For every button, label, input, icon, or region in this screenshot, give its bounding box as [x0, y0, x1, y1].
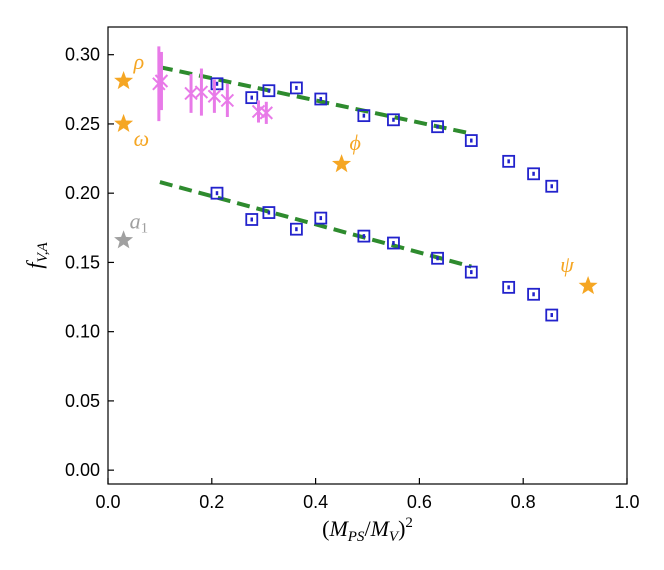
data-point-square	[527, 167, 540, 181]
annotation-label: a1	[130, 208, 149, 236]
annotation-label: ω	[134, 126, 150, 151]
annotation-label: ρ	[133, 49, 145, 74]
y-axis-label: fV,A	[22, 242, 51, 269]
data-point-square	[245, 91, 259, 105]
y-axis: 0.00 0.05 0.10 0.15 0.20 0.25 0.30	[65, 45, 114, 480]
x-tick-label: 0.0	[95, 492, 120, 512]
x-tick-label: 1.0	[614, 492, 639, 512]
annotation-label: ψ	[560, 252, 574, 277]
x-axis: 0.0 0.2 0.4 0.6 0.8 1.0	[95, 478, 640, 512]
data-point-square	[464, 265, 478, 279]
experiment-star	[332, 154, 352, 173]
data-point-square	[545, 308, 559, 322]
fit-line	[159, 65, 472, 136]
data-point-x	[259, 106, 274, 120]
data-point-square	[431, 251, 444, 265]
x-tick-label: 0.4	[303, 492, 328, 512]
data-point-square	[357, 109, 371, 123]
data-point-square	[210, 77, 224, 91]
experiment-star	[114, 113, 134, 132]
experiment-star	[578, 276, 598, 295]
data-point-square	[262, 84, 276, 98]
data-point-square	[289, 81, 303, 95]
data-point-square	[314, 92, 328, 106]
data-point-square	[464, 134, 478, 147]
plot-area: ρ ω ϕ ψ a1	[114, 46, 598, 322]
experiment-star	[114, 230, 134, 249]
annotation-label: ϕ	[350, 130, 361, 155]
data-point-square	[387, 236, 400, 250]
data-point-x	[220, 93, 235, 108]
data-point-square	[387, 113, 400, 127]
x-axis-label: (MPS/MV)2	[322, 515, 413, 545]
data-point-square	[262, 206, 276, 219]
x-tick-label: 0.8	[511, 492, 536, 512]
y-tick-label: 0.00	[65, 460, 100, 480]
y-tick-label: 0.25	[65, 114, 100, 134]
data-point-square	[545, 179, 559, 193]
data-point-square	[245, 213, 259, 226]
data-point-square	[357, 229, 371, 243]
data-point-x	[154, 74, 169, 88]
data-point-x	[194, 85, 209, 99]
data-point-square	[527, 287, 540, 301]
x-tick-label: 0.2	[199, 492, 224, 512]
plot-frame	[107, 26, 628, 485]
y-tick-label: 0.20	[65, 183, 100, 203]
experiment-star	[114, 71, 134, 90]
y-tick-label: 0.15	[65, 252, 100, 272]
data-point-square	[210, 186, 224, 200]
data-point-x	[207, 89, 222, 103]
data-point-square	[314, 211, 328, 225]
y-tick-label: 0.05	[65, 391, 100, 411]
y-tick-label: 0.30	[65, 45, 100, 65]
y-tick-label: 0.10	[65, 322, 100, 342]
data-point-square	[502, 154, 516, 168]
data-point-square	[431, 120, 444, 134]
x-tick-label: 0.6	[407, 492, 432, 512]
data-point-square	[289, 222, 303, 236]
data-point-square	[502, 280, 516, 294]
